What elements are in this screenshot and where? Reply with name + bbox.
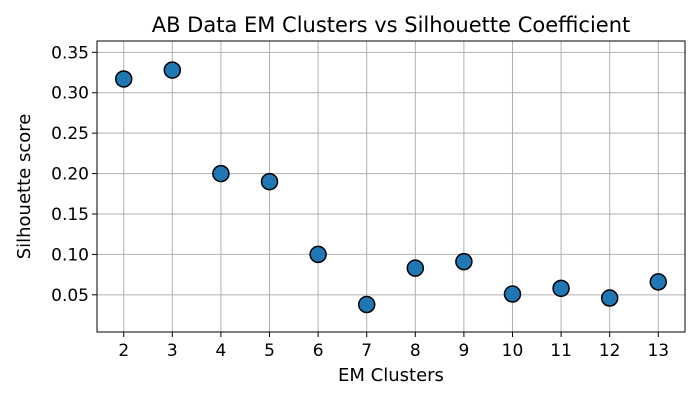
x-tick-label: 7 xyxy=(361,341,372,361)
data-point xyxy=(114,70,133,88)
data-point xyxy=(309,245,327,264)
y-tick-label: 0.05 xyxy=(51,286,89,306)
x-tick-label: 3 xyxy=(167,341,178,361)
y-tick-label: 0.10 xyxy=(51,245,89,265)
chart-title: AB Data EM Clusters vs Silhouette Coeffi… xyxy=(152,13,631,37)
data-points xyxy=(114,61,668,314)
data-point xyxy=(406,259,425,277)
y-tick-label: 0.25 xyxy=(51,124,89,144)
data-point xyxy=(212,164,230,183)
x-axis: 2 3 4 5 6 7 8 9 10 11 12 13 xyxy=(118,332,669,361)
x-tick-label: 13 xyxy=(647,341,669,361)
data-point xyxy=(649,273,668,291)
data-point xyxy=(455,252,473,271)
data-point xyxy=(357,295,376,314)
y-tick-label: 0.15 xyxy=(51,205,89,225)
x-tick-label: 2 xyxy=(118,341,129,361)
x-tick-label: 9 xyxy=(458,341,469,361)
y-tick-label: 0.35 xyxy=(51,43,89,63)
x-tick-label: 8 xyxy=(410,341,421,361)
y-tick-label: 0.30 xyxy=(51,84,89,104)
x-tick-label: 6 xyxy=(313,341,324,361)
data-point xyxy=(600,289,619,307)
x-tick-label: 4 xyxy=(216,341,227,361)
x-tick-label: 10 xyxy=(502,341,524,361)
x-tick-label: 11 xyxy=(550,341,572,361)
data-point xyxy=(552,279,570,298)
x-tick-label: 5 xyxy=(264,341,275,361)
data-point xyxy=(260,172,279,191)
data-point xyxy=(503,285,522,303)
x-tick-label: 12 xyxy=(599,341,621,361)
y-axis-label: Silhouette score xyxy=(14,114,35,260)
x-axis-label: EM Clusters xyxy=(338,365,444,386)
y-axis: 0.05 0.10 0.15 0.20 0.25 0.30 0.35 xyxy=(51,43,97,306)
data-point xyxy=(163,61,182,79)
grid xyxy=(97,41,685,332)
y-tick-label: 0.20 xyxy=(51,165,89,185)
plot-frame xyxy=(96,40,686,333)
